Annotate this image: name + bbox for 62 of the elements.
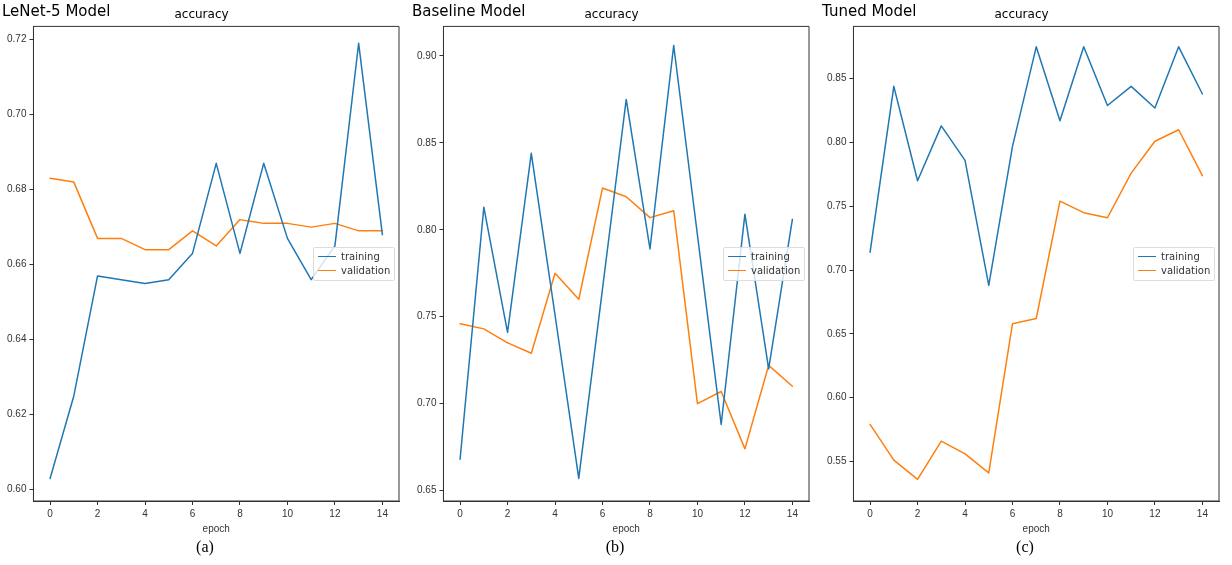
x-axis-title: epoch: [612, 522, 640, 534]
y-tick-label: 0.62: [6, 408, 27, 420]
chart-title: accuracy: [584, 7, 639, 22]
text: (b): [604, 538, 626, 556]
x-tick-label: 0: [867, 507, 874, 519]
x-tick-label: 6: [189, 507, 196, 519]
y-tick-label: 0.60: [826, 391, 847, 403]
y-tick-label: 0.55: [826, 455, 847, 467]
x-tick-label: 2: [914, 507, 921, 519]
y-tick-label: 0.60: [6, 483, 27, 495]
text: LeNet-5 Model: [2, 2, 111, 20]
x-tick-label: 8: [1057, 507, 1064, 519]
x-tick-label: 0: [457, 507, 464, 519]
text: Tuned Model: [822, 2, 917, 20]
legend-label: validation: [751, 263, 801, 278]
chart-title: accuracy: [174, 7, 229, 22]
x-tick-label: 2: [504, 507, 511, 519]
x-tick-label: 12: [1149, 507, 1161, 519]
x-tick-label: 14: [786, 507, 799, 519]
y-tick-label: 0.85: [416, 136, 437, 148]
y-tick-label: 0.75: [416, 310, 437, 322]
x-tick-label: 4: [552, 507, 559, 519]
x-tick-label: 14: [376, 507, 389, 519]
y-tick-label: 0.70: [6, 108, 27, 120]
text: (c): [1015, 538, 1035, 556]
y-tick-label: 0.70: [826, 263, 847, 275]
y-tick-label: 0.65: [416, 484, 437, 496]
y-tick-label: 0.70: [416, 397, 437, 409]
x-tick-label: 12: [739, 507, 751, 519]
x-tick-label: 10: [691, 507, 704, 519]
x-tick-label: 12: [329, 507, 341, 519]
x-tick-label: 10: [281, 507, 294, 519]
x-tick-label: 2: [94, 507, 101, 519]
x-axis-title: epoch: [1022, 522, 1050, 534]
y-tick-label: 0.80: [826, 136, 847, 148]
x-tick-label: 14: [1196, 507, 1209, 519]
y-tick-label: 0.72: [6, 33, 27, 45]
legend-label: training: [341, 249, 380, 264]
x-tick-label: 8: [237, 507, 244, 519]
legend-label: validation: [341, 263, 391, 278]
y-tick-label: 0.65: [826, 327, 847, 339]
x-tick-label: 10: [1101, 507, 1114, 519]
y-tick-label: 0.80: [416, 223, 437, 235]
legend-label: training: [751, 249, 790, 264]
x-tick-label: 6: [599, 507, 606, 519]
y-tick-label: 0.66: [6, 258, 27, 270]
text: Baseline Model: [412, 2, 526, 20]
x-tick-label: 4: [142, 507, 149, 519]
y-tick-label: 0.85: [826, 72, 847, 84]
x-tick-label: 6: [1009, 507, 1016, 519]
x-tick-label: 4: [962, 507, 969, 519]
y-tick-label: 0.75: [826, 200, 847, 212]
y-tick-label: 0.68: [6, 183, 27, 195]
x-axis-title: epoch: [202, 522, 230, 534]
legend-label: training: [1161, 249, 1200, 264]
y-tick-label: 0.64: [6, 333, 27, 345]
y-tick-label: 0.90: [416, 49, 437, 61]
x-tick-label: 8: [647, 507, 654, 519]
x-tick-label: 0: [47, 507, 54, 519]
legend-label: validation: [1161, 263, 1211, 278]
text: (a): [195, 538, 215, 556]
chart-title: accuracy: [994, 7, 1049, 22]
